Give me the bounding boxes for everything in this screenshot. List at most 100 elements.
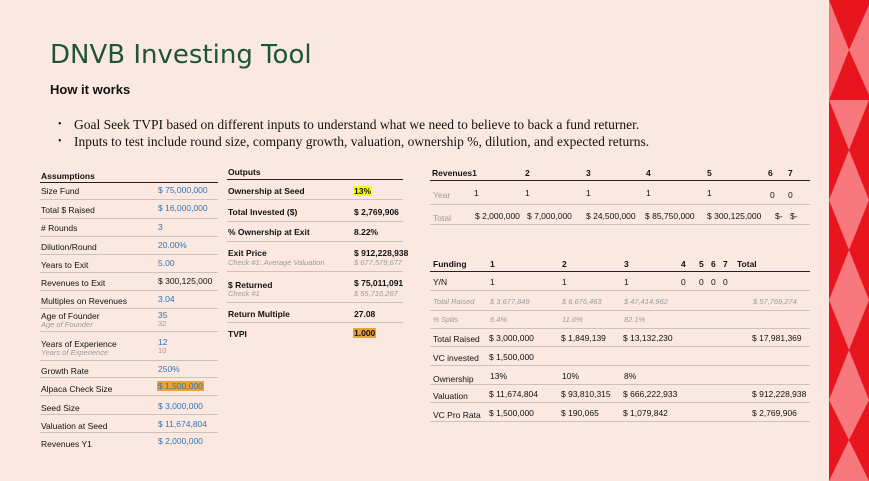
- alpaca-check-size-value: $ 1,500,000: [157, 381, 204, 391]
- funding-total-raised-italic-value: $ 57,769,274: [753, 297, 797, 306]
- assumption-value: $ 16,000,000: [158, 203, 208, 213]
- revenues-col-header: 7: [788, 168, 793, 178]
- revenues-total-value: $ 2,000,000: [475, 211, 520, 221]
- funding-total-raised-italic-label: Total Raised: [433, 297, 475, 306]
- revenues-col-header: 6: [768, 168, 773, 178]
- assumptions-header: Assumptions: [41, 171, 95, 181]
- funding-splits-value: 82.1%: [624, 315, 646, 324]
- revenues-total-value: $ 85,750,000: [645, 211, 695, 221]
- funding-yn-value: 0: [711, 277, 716, 287]
- funding-ownership-label: Ownership: [433, 374, 474, 384]
- funding-splits-label: % Splits: [433, 317, 459, 324]
- funding-col-header: 6: [711, 259, 716, 269]
- assumption-sublabel: Age of Founder: [41, 320, 93, 329]
- funding-total-raised-italic-value: $ 47,414,962: [624, 297, 668, 306]
- revenues-col-header: 2: [525, 168, 530, 178]
- output-label: % Ownership at Exit: [228, 227, 310, 237]
- revenues-total-value: $-: [790, 211, 798, 221]
- output-subvalue: $ 55,716,267: [354, 289, 398, 298]
- bullet-item: Goal Seek TVPI based on different inputs…: [58, 116, 649, 133]
- revenues-col-header: 4: [646, 168, 651, 178]
- funding-total-raised-value: $ 17,981,369: [752, 333, 802, 343]
- bullet-item: Inputs to test include round size, compa…: [58, 133, 649, 150]
- assumption-value: 20.00%: [158, 240, 187, 250]
- assumption-value: $ 300,125,000: [158, 276, 213, 286]
- funding-yn-label: Y/N: [433, 277, 448, 287]
- assumption-sublabel: Years of Experience: [41, 348, 109, 357]
- funding-col-header: 7: [723, 259, 728, 269]
- output-label: Total Invested ($): [228, 207, 298, 217]
- assumption-subvalue: 10: [158, 346, 167, 355]
- funding-col-header: 5: [699, 259, 704, 269]
- funding-vc-pro-rata-value: $ 190,065: [561, 408, 599, 418]
- assumption-label: Revenues to Exit: [41, 278, 106, 288]
- assumption-value: $ 3,000,000: [158, 401, 203, 411]
- assumption-value: 3.04: [158, 294, 175, 304]
- output-value: 8.22%: [354, 227, 379, 237]
- assumption-value: 3: [158, 222, 163, 232]
- funding-ownership-value: 10%: [562, 371, 580, 381]
- tvpi-value: 1.000: [353, 328, 377, 338]
- revenues-year-value: 1: [525, 188, 530, 198]
- output-value: $ 2,769,906: [354, 207, 399, 217]
- funding-vc-pro-rata-value: $ 2,769,906: [752, 408, 797, 418]
- funding-col-header: 3: [624, 259, 629, 269]
- revenues-total-value: $ 300,125,000: [707, 211, 762, 221]
- page-subtitle: How it works: [50, 82, 131, 97]
- chevron-decoration-icon: [829, 0, 869, 481]
- assumption-label: Alpaca Check Size: [41, 384, 113, 394]
- funding-vc-pro-rata-value: $ 1,079,842: [623, 408, 668, 418]
- funding-valuation-value: $ 11,674,804: [489, 389, 538, 399]
- revenues-year-value: 1: [586, 188, 591, 198]
- funding-valuation-label: Valuation: [433, 391, 468, 401]
- output-subvalue: $ 677,579,677: [354, 258, 402, 267]
- assumption-value: $ 2,000,000: [158, 436, 203, 446]
- output-value: 27.08: [354, 309, 376, 319]
- funding-valuation-value: $ 666,222,933: [623, 389, 678, 399]
- assumption-label: Multiples on Revenues: [41, 296, 127, 306]
- page-title: DNVB Investing Tool: [50, 40, 312, 70]
- output-value: $ 75,011,091: [354, 278, 404, 288]
- assumption-label: Seed Size: [41, 403, 80, 413]
- output-label: Exit Price: [228, 248, 267, 258]
- funding-ownership-value: 13%: [490, 371, 508, 381]
- funding-yn-value: 0: [723, 277, 728, 287]
- funding-ownership-value: 8%: [624, 371, 637, 381]
- funding-yn-value: 0: [699, 277, 704, 287]
- funding-total-raised-label: Total Raised: [433, 334, 480, 344]
- output-sublabel: Check #1: [228, 289, 260, 298]
- funding-col-header: 1: [490, 259, 495, 269]
- funding-header: Funding: [433, 259, 467, 269]
- revenues-year-value: 1: [707, 188, 712, 198]
- funding-total-raised-value: $ 3,000,000: [489, 333, 534, 343]
- output-label: Ownership at Seed: [228, 186, 305, 196]
- revenues-total-value: $ 24,500,000: [586, 211, 636, 221]
- output-value: $ 912,228,938: [354, 248, 409, 258]
- assumption-value: $ 75,000,000: [158, 185, 208, 195]
- funding-yn-value: 1: [562, 277, 567, 287]
- revenues-year-value: 0: [788, 190, 793, 200]
- assumption-value: $ 11,674,804: [158, 419, 207, 429]
- output-label: TVPI: [228, 329, 247, 339]
- output-label: $ Returned: [228, 280, 273, 290]
- assumption-label: Age of Founder: [41, 311, 100, 321]
- output-label: Return Multiple: [228, 309, 290, 319]
- revenues-year-value: 1: [474, 188, 479, 198]
- assumption-label: Growth Rate: [41, 366, 89, 376]
- assumption-value: 35: [158, 310, 168, 320]
- funding-vc-invested-label: VC invested: [433, 353, 479, 363]
- revenues-year-value: 0: [770, 190, 775, 200]
- assumption-label: Revenues Y1: [41, 439, 92, 449]
- assumption-value: 250%: [158, 364, 180, 374]
- assumption-value: 12: [158, 337, 168, 347]
- funding-total-raised-value: $ 1,849,139: [561, 333, 606, 343]
- funding-total-raised-value: $ 13,132,230: [623, 333, 673, 343]
- bullet-list: Goal Seek TVPI based on different inputs…: [58, 116, 649, 150]
- revenues-year-label: Year: [433, 190, 451, 200]
- funding-col-header: 2: [562, 259, 567, 269]
- funding-splits-value: 6.4%: [490, 315, 508, 324]
- funding-valuation-value: $ 912,228,938: [752, 389, 807, 399]
- revenues-year-value: 1: [646, 188, 651, 198]
- funding-valuation-value: $ 93,810,315: [561, 389, 611, 399]
